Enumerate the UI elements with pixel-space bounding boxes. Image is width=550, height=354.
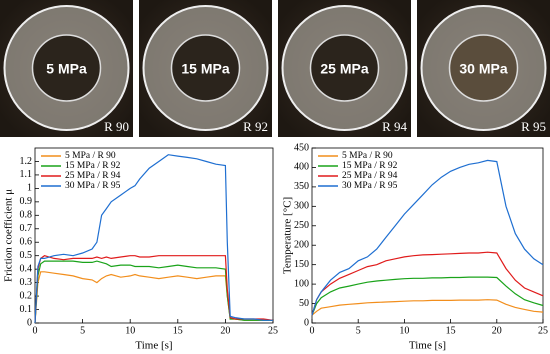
y-tick-label: 200 bbox=[294, 240, 309, 251]
series-line bbox=[34, 260, 273, 324]
y-tick-label: 0.9 bbox=[20, 196, 33, 207]
x-axis-label: Time [s] bbox=[135, 340, 172, 352]
series-line bbox=[34, 271, 273, 324]
x-tick-label: 15 bbox=[173, 325, 183, 336]
photo-tag: R 92 bbox=[243, 119, 268, 134]
photo-label: 5 MPa bbox=[46, 61, 87, 77]
x-tick-label: 5 bbox=[356, 325, 361, 336]
ring-inner bbox=[170, 34, 241, 102]
series-line bbox=[311, 159, 544, 316]
y-tick-label: 50 bbox=[299, 298, 309, 309]
x-tick-label: 10 bbox=[399, 325, 409, 336]
y-tick-label: 300 bbox=[294, 201, 309, 212]
y-tick-label: 100 bbox=[294, 278, 309, 289]
photo-tag: R 95 bbox=[521, 119, 546, 134]
x-tick-label: 15 bbox=[446, 325, 456, 336]
x-axis-label: Time [s] bbox=[409, 340, 446, 352]
legend-label: 30 MPa / R 95 bbox=[65, 181, 121, 191]
y-tick-label: 250 bbox=[294, 220, 309, 231]
y-tick-label: 350 bbox=[294, 181, 309, 192]
photo-label: 30 MPa bbox=[459, 61, 507, 77]
series-line bbox=[34, 154, 273, 324]
y-tick-label: 0.3 bbox=[20, 277, 33, 288]
legend-label: 30 MPa / R 95 bbox=[342, 181, 398, 191]
y-tick-label: 0.8 bbox=[20, 210, 33, 221]
y-tick-label: 0.6 bbox=[20, 237, 33, 248]
photo-label: 25 MPa bbox=[320, 61, 368, 77]
plot-frame bbox=[311, 147, 544, 324]
y-axis-label: Friction coefficient μ bbox=[3, 189, 15, 282]
y-tick-label: 0.4 bbox=[20, 263, 33, 274]
x-tick-label: 25 bbox=[268, 325, 278, 336]
series-line bbox=[311, 251, 544, 316]
y-tick-label: 150 bbox=[294, 259, 309, 270]
y-tick-label: 0.1 bbox=[20, 304, 33, 315]
y-tick-label: 0.5 bbox=[20, 250, 33, 261]
series-line bbox=[34, 255, 274, 324]
y-tick-label: 1.1 bbox=[20, 169, 33, 180]
legend-label: 15 MPa / R 92 bbox=[342, 161, 398, 171]
legend-label: 5 MPa / R 90 bbox=[65, 151, 116, 161]
series-line bbox=[311, 299, 544, 316]
y-tick-label: 450 bbox=[294, 142, 309, 153]
x-tick-label: 20 bbox=[220, 325, 230, 336]
legend-label: 15 MPa / R 92 bbox=[65, 161, 121, 171]
y-tick-label: 400 bbox=[294, 162, 309, 173]
x-tick-label: 0 bbox=[33, 325, 38, 336]
x-tick-label: 20 bbox=[492, 325, 502, 336]
x-tick-label: 0 bbox=[310, 325, 315, 336]
y-axis-label: Temperature [°C] bbox=[282, 197, 294, 274]
legend-label: 5 MPa / R 90 bbox=[342, 151, 393, 161]
y-tick-label: 1.2 bbox=[20, 156, 33, 167]
x-tick-label: 25 bbox=[538, 325, 548, 336]
y-tick-label: 0 bbox=[27, 317, 32, 328]
ring-inner bbox=[31, 34, 102, 102]
series-line bbox=[311, 276, 544, 316]
y-tick-label: 0.2 bbox=[20, 290, 33, 301]
plot-frame bbox=[34, 147, 274, 324]
photo-tag: R 90 bbox=[104, 119, 129, 134]
x-tick-label: 10 bbox=[125, 325, 135, 336]
legend-label: 25 MPa / R 94 bbox=[342, 171, 398, 181]
y-tick-label: 1 bbox=[27, 183, 32, 194]
photo-label: 15 MPa bbox=[181, 61, 229, 77]
y-tick-label: 0.7 bbox=[20, 223, 33, 234]
x-tick-label: 5 bbox=[80, 325, 85, 336]
ring-inner bbox=[448, 34, 519, 102]
ring-inner bbox=[309, 34, 380, 102]
legend-label: 25 MPa / R 94 bbox=[65, 171, 121, 181]
photo-tag: R 94 bbox=[382, 119, 407, 134]
y-tick-label: 0 bbox=[304, 317, 309, 328]
